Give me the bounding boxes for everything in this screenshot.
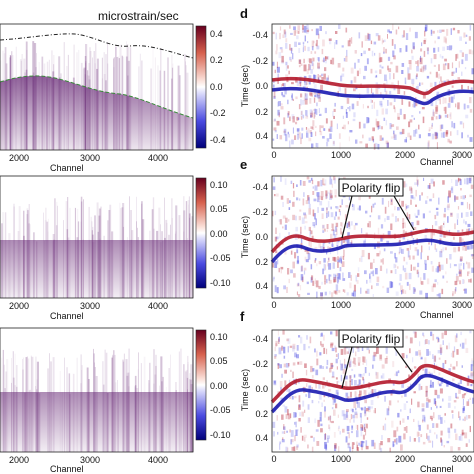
left1-xtick-0: 2000 [9,153,29,163]
f-ylabel: Time (sec) [240,369,250,411]
left1-xtick-1: 3000 [80,153,100,163]
cbar3-tick-2: 0.00 [210,381,228,391]
colorbar-3: 0.10 0.05 0.00 -0.05 -0.10 [195,329,231,441]
d-xlabel: Channel [420,157,454,167]
left3-xtick-2: 4000 [148,455,168,465]
left3-xtick-0: 2000 [9,455,29,465]
panel-f: f Polarity flip -0.4 -0.2 0.0 0.2 0.4 Ti… [240,309,474,474]
e-xtick-1: 1000 [331,300,351,310]
f-xtick-2: 2000 [395,454,415,464]
colorbar-1: 0.4 0.2 0.0 -0.2 -0.4 [195,25,226,149]
d-ytick-4: 0.4 [255,131,268,141]
cbar2-tick-1: 0.05 [210,204,228,214]
e-ylabel: Time (sec) [240,216,250,258]
left2-xtick-1: 3000 [80,301,100,311]
f-annotation: Polarity flip [338,329,413,389]
left1-xlabel: Channel [50,163,84,173]
left3-xlabel: Channel [50,464,84,474]
left-panel-3: 2000 3000 4000 Channel [0,327,194,474]
cbar3-tick-1: 0.05 [210,356,228,366]
panel-e: e Polarity flip -0.4 -0.2 0.0 0.2 0.4 Ti… [240,157,474,320]
left1-xtick-2: 4000 [148,153,168,163]
d-xtick-1: 1000 [331,150,351,160]
d-xtick-3: 3000 [452,150,472,160]
panel-e-label: e [240,157,247,172]
left2-xtick-0: 2000 [9,301,29,311]
f-ytick-2: 0.0 [255,384,268,394]
f-ytick-3: 0.2 [255,409,268,419]
cbar3-tick-4: -0.10 [210,430,231,440]
left2-xlabel: Channel [50,311,84,321]
cbar1-tick-2: 0.0 [210,82,223,92]
panel-d: d -0.4 -0.2 0.0 0.2 0.4 Time (sec) 0 100… [240,6,474,167]
e-xtick-3: 3000 [452,300,472,310]
cbar2-tick-2: 0.00 [210,229,228,239]
e-annotation-text: Polarity flip [342,181,401,195]
left3-xtick-1: 3000 [80,455,100,465]
d-ytick-1: -0.2 [252,56,268,66]
f-xtick-0: 0 [271,454,276,464]
f-ytick-1: -0.2 [252,359,268,369]
d-xtick-2: 2000 [395,150,415,160]
d-ytick-3: 0.2 [255,107,268,117]
cbar1-tick-1: 0.2 [210,55,223,65]
cbar1-tick-0: 0.4 [210,29,223,39]
e-ytick-2: 0.0 [255,232,268,242]
cbar1-tick-4: -0.4 [210,135,226,145]
f-xtick-1: 1000 [331,454,351,464]
e-xlabel: Channel [420,310,454,320]
panel-f-label: f [240,309,245,324]
left-panel-2: 2000 3000 4000 Channel [0,175,194,321]
f-xlabel: Channel [420,464,454,474]
cbar2-tick-3: -0.05 [210,253,231,263]
cbar3-tick-3: -0.05 [210,405,231,415]
left-panel-1: 2000 3000 4000 Channel [0,23,194,173]
f-ytick-4: 0.4 [255,433,268,443]
e-ytick-0: -0.4 [252,182,268,192]
colorbar-2: 0.10 0.05 0.00 -0.05 -0.10 [195,177,231,289]
panel-d-label: d [240,6,248,21]
d-ytick-0: -0.4 [252,30,268,40]
cbar2-tick-4: -0.10 [210,278,231,288]
f-xtick-3: 3000 [452,454,472,464]
d-xtick-0: 0 [271,150,276,160]
e-xtick-0: 0 [271,300,276,310]
f-annotation-text: Polarity flip [342,332,401,346]
e-xtick-2: 2000 [395,300,415,310]
cbar1-tick-3: -0.2 [210,108,226,118]
e-ytick-1: -0.2 [252,207,268,217]
units-label: microstrain/sec [98,9,179,23]
d-ytick-2: 0.0 [255,81,268,91]
cbar2-tick-0: 0.10 [210,180,228,190]
e-ytick-4: 0.4 [255,281,268,291]
e-annotation: Polarity flip [338,178,415,239]
cbar3-tick-0: 0.10 [210,332,228,342]
left2-xtick-2: 4000 [148,301,168,311]
e-ytick-3: 0.2 [255,257,268,267]
d-ylabel: Time (sec) [240,65,250,107]
f-ytick-0: -0.4 [252,334,268,344]
